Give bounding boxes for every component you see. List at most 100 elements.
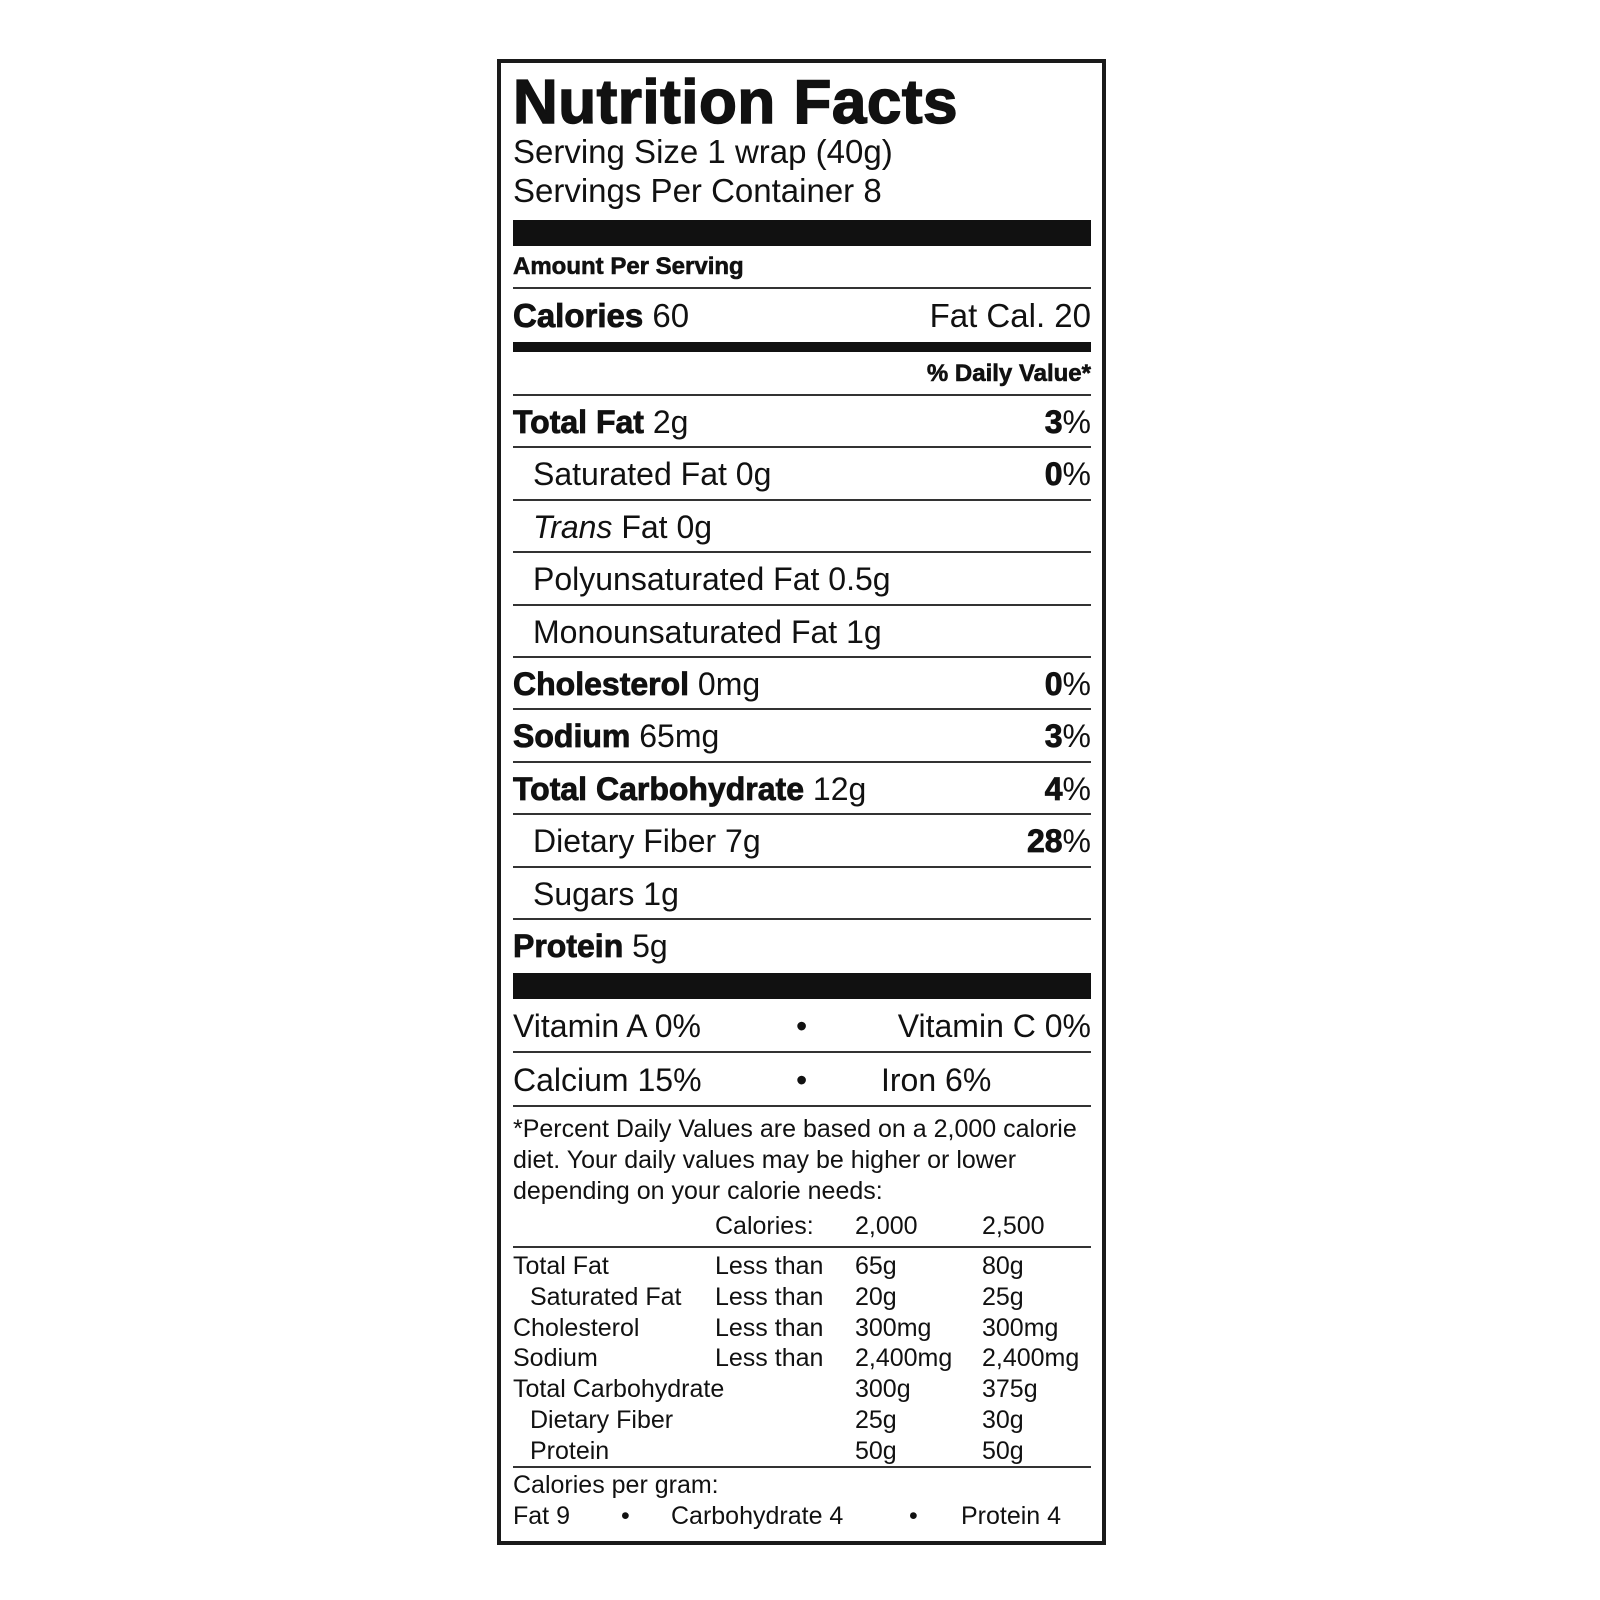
percent-sign: % xyxy=(1062,665,1091,702)
ref-2500: 2,400mg xyxy=(982,1344,1080,1373)
reference-row: Dietary Fiber 25g 30g xyxy=(513,1405,1091,1436)
amount-per-serving: Amount Per Serving xyxy=(513,246,1091,289)
nutrient-row: Dietary Fiber 7g 28% xyxy=(513,815,1091,868)
nutrient-amount: 1g xyxy=(643,875,679,912)
ref-2000: 300mg xyxy=(855,1313,932,1342)
nutrition-facts-label: Nutrition Facts Serving Size 1 wrap (40g… xyxy=(497,59,1106,1545)
nutrient-label: Total Fat xyxy=(513,404,645,441)
header-2500: 2,500 xyxy=(982,1211,1045,1240)
percent-sign: % xyxy=(1062,823,1091,860)
nutrient-label-italic: Trans xyxy=(533,508,613,545)
footnote: *Percent Daily Values are based on a 2,0… xyxy=(513,1114,1077,1205)
ref-nutrient: Saturated Fat xyxy=(530,1282,682,1311)
ref-nutrient: Total Carbohydrate xyxy=(513,1375,725,1404)
vitamin-a: Vitamin A 0% xyxy=(513,1007,701,1044)
nutrient-label: Total Carbohydrate xyxy=(513,770,805,807)
mineral-row: Calcium 15% • Iron 6% xyxy=(513,1053,1091,1107)
nutrient-row: Polyunsaturated Fat 0.5g xyxy=(513,553,1091,606)
reference-row: Saturated Fat Less than 20g 25g xyxy=(513,1282,1091,1313)
nutrient-row: Total Fat 2g 3% xyxy=(513,396,1091,449)
ref-qualifier: Less than xyxy=(715,1282,824,1311)
header-calories: Calories: xyxy=(715,1211,814,1240)
dv-number: 4 xyxy=(1044,770,1063,807)
dv-number: 0 xyxy=(1044,665,1063,703)
reference-table: Total Fat Less than 65g 80g Saturated Fat… xyxy=(513,1248,1091,1468)
reference-row: Sodium Less than 2,400mg 2,400mg xyxy=(513,1343,1091,1374)
nutrient-label: Polyunsaturated Fat xyxy=(533,561,820,598)
nutrient-daily-value: 3% xyxy=(1044,710,1091,760)
nutrient-label: Monounsaturated Fat xyxy=(533,613,838,650)
thick-divider xyxy=(513,220,1091,246)
ref-2500: 300mg xyxy=(982,1313,1059,1342)
bullet: • xyxy=(796,1007,808,1044)
nutrient-amount: 65mg xyxy=(639,718,720,755)
bullet: • xyxy=(909,1501,918,1530)
ref-nutrient: Sodium xyxy=(513,1344,598,1373)
dv-number: 3 xyxy=(1044,718,1063,755)
nutrient-row: Monounsaturated Fat 1g xyxy=(513,606,1091,658)
percent-sign: % xyxy=(1062,404,1091,440)
nutrient-daily-value: 4% xyxy=(1044,763,1091,813)
calories-label: Calories xyxy=(513,297,644,335)
dv-number: 0 xyxy=(1044,456,1063,493)
ref-2500: 25g xyxy=(982,1282,1024,1311)
nutrient-amount: 0.5g xyxy=(828,561,891,598)
nutrient-daily-value: 3% xyxy=(1044,396,1091,446)
nutrient-amount: 0g xyxy=(676,508,713,545)
ref-2500: 80g xyxy=(982,1251,1024,1280)
nutrient-label: Fat xyxy=(621,508,668,545)
nutrient-row: Sugars 1g xyxy=(513,868,1091,920)
nutrient-daily-value: 28% xyxy=(1027,815,1091,865)
bullet: • xyxy=(796,1061,808,1098)
nutrient-row: Trans Fat 0g xyxy=(513,501,1091,554)
reference-row: Protein 50g 50g xyxy=(513,1436,1091,1467)
nutrient-row: Saturated Fat 0g 0% xyxy=(513,448,1091,501)
nutrient-label: Sugars xyxy=(533,875,635,912)
nutrient-amount: 2g xyxy=(652,404,689,440)
ref-nutrient: Total Fat xyxy=(513,1251,609,1280)
calories-row: Calories 60 Fat Cal. 20 xyxy=(513,289,1091,342)
reference-table-header: Calories: 2,000 2,500 xyxy=(513,1207,1091,1248)
ref-qualifier: Less than xyxy=(715,1251,824,1280)
nutrient-amount: 0g xyxy=(735,456,772,493)
nutrient-label: Protein xyxy=(513,927,624,965)
serving-size: Serving Size 1 wrap (40g) xyxy=(513,133,893,170)
nutrient-amount: 12g xyxy=(812,770,867,807)
ref-2000: 25g xyxy=(855,1405,897,1434)
bullet: • xyxy=(621,1501,630,1530)
thick-divider xyxy=(513,972,1091,999)
nutrient-list: Total Fat 2g 3% Saturated Fat 0g 0% Trans Fa… xyxy=(513,396,1091,973)
vitamin-row: Vitamin A 0% • Vitamin C 0% xyxy=(513,999,1091,1053)
calories-value: 60 xyxy=(652,297,690,334)
nutrient-daily-value: 0% xyxy=(1044,658,1091,708)
vitamin-c: Vitamin C 0% xyxy=(897,1007,1091,1044)
nutrient-amount: 1g xyxy=(846,613,882,650)
nutrient-row: Total Carbohydrate 12g 4% xyxy=(513,763,1091,816)
ref-2000: 50g xyxy=(855,1436,897,1465)
nutrient-row: Cholesterol 0mg 0% xyxy=(513,658,1091,711)
ref-2500: 50g xyxy=(982,1436,1024,1465)
cpg-carbohydrate: Carbohydrate 4 xyxy=(671,1501,844,1530)
nutrient-amount: 0mg xyxy=(697,665,761,702)
fat-calories: Fat Cal. 20 xyxy=(929,297,1091,334)
reference-row: Total Fat Less than 65g 80g xyxy=(513,1251,1091,1282)
daily-value-header: % Daily Value* xyxy=(513,352,1091,396)
percent-sign: % xyxy=(1062,770,1091,807)
ref-nutrient: Dietary Fiber xyxy=(530,1405,674,1434)
ref-2500: 30g xyxy=(982,1405,1024,1434)
calories-per-gram: Calories per gram: Fat 9 • Carbohydrate … xyxy=(513,1468,1091,1532)
calcium: Calcium 15% xyxy=(513,1061,702,1098)
percent-sign: % xyxy=(1062,718,1091,755)
nutrient-label: Saturated Fat xyxy=(533,456,727,493)
percent-sign: % xyxy=(1062,456,1091,493)
reference-row: Cholesterol Less than 300mg 300mg xyxy=(513,1313,1091,1344)
ref-qualifier: Less than xyxy=(715,1313,824,1342)
dv-number: 28 xyxy=(1026,823,1063,860)
nutrient-amount: 5g xyxy=(632,927,668,964)
nutrient-row: Sodium 65mg 3% xyxy=(513,710,1091,763)
nutrient-label: Cholesterol xyxy=(513,665,690,703)
ref-nutrient: Protein xyxy=(530,1436,610,1465)
medium-divider xyxy=(513,342,1091,352)
ref-nutrient: Cholesterol xyxy=(513,1313,640,1342)
header-2000: 2,000 xyxy=(855,1211,918,1240)
